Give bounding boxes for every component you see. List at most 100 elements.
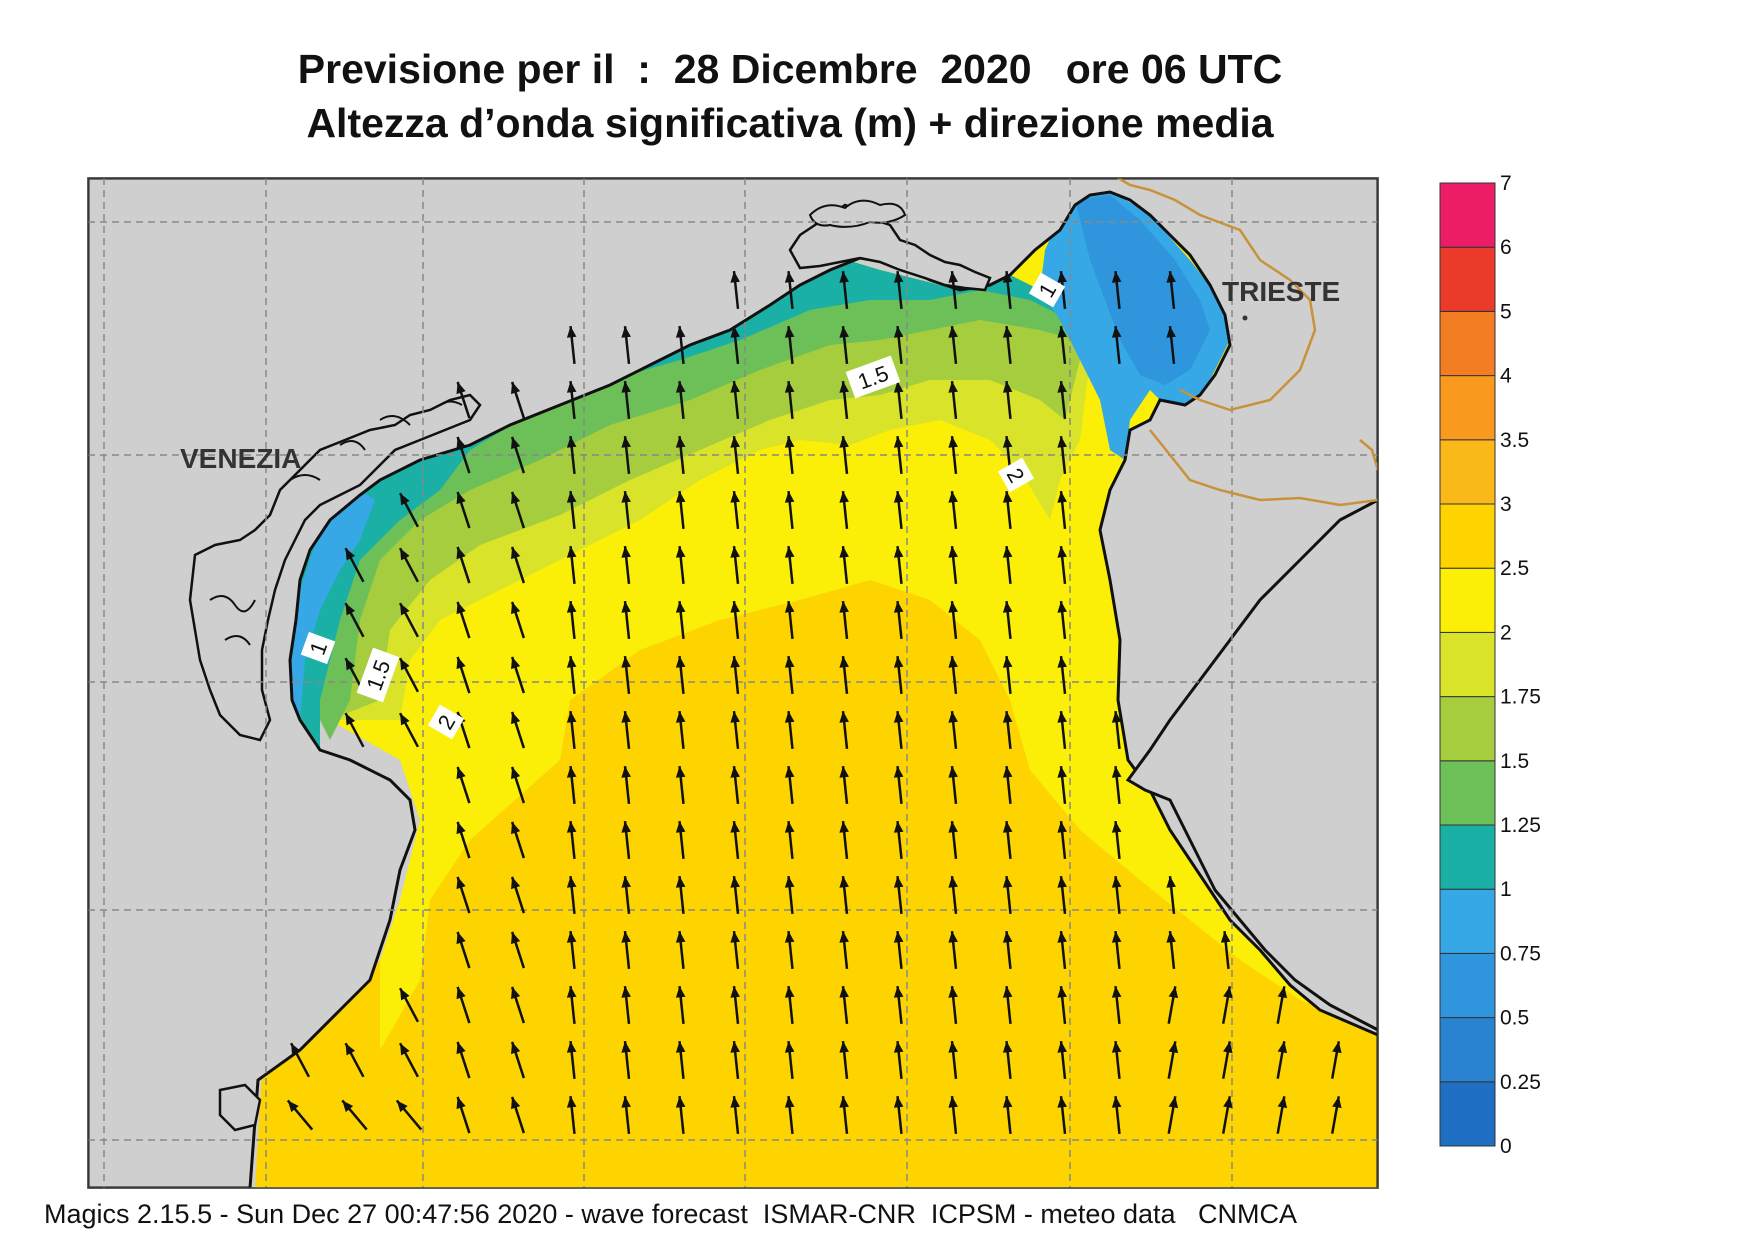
wave-arrow-head: [730, 326, 740, 338]
wave-arrow-head: [893, 986, 904, 998]
wave-arrow-head: [1277, 986, 1288, 999]
wave-arrow-head: [456, 491, 466, 505]
wave-arrow-head: [784, 931, 795, 943]
footer-credits: Magics 2.15.5 - Sun Dec 27 00:47:56 2020…: [44, 1199, 1298, 1229]
wave-arrow-head: [1057, 821, 1067, 833]
wave-arrow-head: [1002, 821, 1013, 833]
wave-arrow-head: [948, 1096, 958, 1108]
colorbar-tick-label: 1: [1500, 878, 1512, 901]
wave-arrow-head: [511, 986, 521, 1000]
colorbar-segment: [1439, 439, 1496, 505]
wave-arrow-head: [1111, 271, 1122, 283]
wave-arrow-head: [893, 821, 904, 833]
wave-arrow-head: [1111, 1041, 1122, 1053]
wave-arrow-head: [948, 821, 958, 833]
wave-arrow-head: [948, 711, 958, 723]
wave-arrow-head: [893, 711, 904, 723]
wave-arrow-head: [1166, 876, 1176, 888]
wave-arrow-head: [675, 711, 686, 723]
wave-arrow-head: [730, 381, 740, 393]
wave-arrow-head: [839, 656, 849, 668]
wave-arrow-head: [948, 766, 958, 778]
wave-arrow-head: [784, 1041, 795, 1053]
wave-direction-arrows: [286, 270, 1342, 1135]
wave-arrow-head: [1057, 326, 1067, 338]
colorbar-segment: [1439, 888, 1496, 954]
wave-arrow-head: [566, 546, 577, 558]
wave-arrow-head: [893, 381, 904, 393]
wave-arrow-head: [948, 601, 958, 613]
wave-arrow-head: [1057, 656, 1067, 668]
wave-arrow-head: [1111, 326, 1122, 338]
wave-arrow-head: [511, 766, 521, 780]
wave-arrow-head: [566, 436, 577, 448]
wave-arrow-head: [730, 601, 740, 613]
wave-arrow-head: [621, 1041, 631, 1053]
wave-arrow-head: [1057, 381, 1067, 393]
colorbar-tick-label: 1.5: [1500, 750, 1529, 773]
wave-arrow-head: [893, 271, 904, 283]
wave-arrow-head: [784, 986, 795, 998]
wave-arrow-head: [675, 1096, 686, 1108]
wave-arrow-head: [1111, 1096, 1122, 1108]
wave-arrow-head: [784, 381, 795, 393]
wave-arrow-head: [839, 601, 849, 613]
colorbar-segment: [1439, 824, 1496, 890]
wave-arrow-head: [675, 931, 686, 943]
wave-arrow-head: [839, 491, 849, 503]
wave-arrow-head: [1277, 1041, 1288, 1054]
wave-arrow-head: [1168, 986, 1179, 999]
wave-arrow-head: [1166, 931, 1176, 943]
wave-arrow-head: [456, 1096, 466, 1110]
wave-arrow-head: [839, 711, 849, 723]
wave-arrow-head: [730, 986, 740, 998]
colorbar-tick-label: 6: [1500, 236, 1512, 259]
wave-arrow-head: [342, 1100, 354, 1113]
wave-arrow-head: [1057, 931, 1067, 943]
wave-arrow-head: [400, 1043, 410, 1056]
wave-arrow-head: [730, 711, 740, 723]
colorbar-segment: [1439, 375, 1496, 441]
wave-arrow-head: [291, 1043, 301, 1056]
wave-arrow-head: [675, 326, 686, 338]
colorbar-tick-label: 2.5: [1500, 557, 1529, 580]
wave-arrow-head: [566, 931, 577, 943]
wave-arrow-head: [839, 381, 849, 393]
colorbar-segment: [1439, 1017, 1496, 1083]
wave-arrow-head: [621, 601, 631, 613]
wave-arrow-head: [456, 601, 466, 615]
wave-arrow-head: [948, 271, 958, 283]
wave-arrow-head: [675, 546, 686, 558]
wave-arrow-head: [1111, 931, 1122, 943]
wave-arrow-head: [1002, 656, 1013, 668]
colorbar-segment: [1439, 246, 1496, 312]
wave-arrow-head: [839, 986, 849, 998]
colorbar-tick-label: 0.5: [1500, 1007, 1529, 1030]
wave-arrow-head: [1002, 1096, 1013, 1108]
wave-arrow-head: [1057, 1041, 1067, 1053]
national-border: [1117, 178, 1378, 507]
wave-arrow-head: [566, 766, 577, 778]
wave-arrow-head: [621, 491, 631, 503]
colorbar-tick-label: 3: [1500, 493, 1512, 516]
wave-arrow-head: [784, 491, 795, 503]
wave-arrow-head: [400, 988, 410, 1001]
wave-arrow-head: [566, 601, 577, 613]
wave-arrow-head: [675, 986, 686, 998]
wave-arrow-head: [1002, 546, 1013, 558]
wave-arrow-head: [621, 821, 631, 833]
wave-arrow-head: [1057, 436, 1067, 448]
wave-arrow-head: [566, 656, 577, 668]
wave-arrow-head: [511, 876, 521, 890]
colorbar-tick-label: 3.5: [1500, 429, 1529, 452]
wave-arrow-head: [1332, 1096, 1342, 1109]
wave-arrow-head: [1332, 1041, 1342, 1054]
wave-arrow-head: [1111, 986, 1122, 998]
colorbar-tick-label: 0.75: [1500, 942, 1541, 965]
wave-arrow-head: [1166, 326, 1176, 338]
wave-arrow-head: [511, 601, 521, 615]
title-line-2: Altezza d’onda significativa (m) + direz…: [306, 100, 1274, 146]
wave-arrow-head: [566, 381, 577, 393]
colorbar-segment: [1439, 567, 1496, 633]
wave-arrow-head: [1168, 1096, 1179, 1109]
